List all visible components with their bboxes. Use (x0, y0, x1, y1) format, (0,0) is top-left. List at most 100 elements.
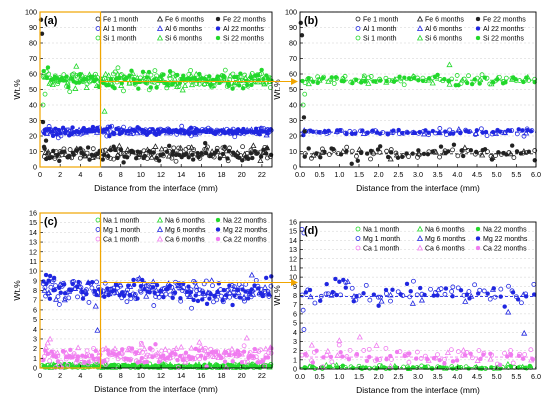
data-point (220, 151, 226, 157)
data-point (474, 128, 480, 133)
data-point (158, 145, 165, 152)
data-point (435, 352, 440, 357)
legend-label: Ca 6 months (165, 237, 205, 244)
data-point (361, 348, 367, 353)
data-point (112, 362, 117, 367)
legend-label: Mg 22 months (223, 227, 268, 234)
data-point (385, 154, 391, 160)
data-point (126, 283, 131, 288)
data-point (378, 78, 383, 83)
data-point (113, 289, 121, 295)
data-point (102, 294, 107, 299)
y-tick-label: 10 (29, 267, 37, 276)
data-point (51, 275, 57, 281)
y-tick-label: 14 (289, 236, 297, 245)
legend-item: Ca 22 months (475, 246, 527, 253)
data-point (521, 329, 528, 336)
data-point (455, 285, 461, 291)
data-point (312, 300, 318, 306)
data-point (331, 146, 336, 152)
legend-label: Na 6 months (425, 227, 465, 234)
x-axis-label: Distance from the interface (mm) (356, 385, 480, 395)
data-point (227, 352, 232, 358)
data-point (91, 346, 96, 351)
x-tick-label: 5.0 (492, 372, 502, 381)
legend-label: Si 6 months (165, 36, 202, 43)
y-tick-label: 13 (289, 245, 297, 254)
data-point (166, 71, 173, 78)
data-point (256, 286, 261, 291)
data-point (195, 150, 200, 156)
data-point (308, 341, 315, 348)
data-point (346, 357, 352, 362)
data-point (107, 124, 113, 130)
data-point (183, 350, 189, 355)
data-point (492, 294, 498, 300)
y-tick-label: 15 (289, 227, 297, 236)
x-tick-label: 6.0 (531, 170, 541, 179)
data-point (66, 295, 72, 301)
data-point (322, 129, 328, 134)
data-point (354, 153, 359, 159)
x-ticks: 0.0 0.5 1.0 1.5 2.0 2.5 3.0 3.5 4.0 4.5 5.0 5.5 6.0 (295, 164, 541, 179)
data-point (364, 358, 370, 364)
data-point (147, 290, 152, 295)
data-point (92, 288, 98, 294)
data-point (111, 288, 117, 293)
legend-marker (416, 25, 424, 31)
legend-marker (156, 235, 164, 242)
data-point (418, 356, 424, 361)
data-point (472, 77, 477, 82)
data-point (231, 284, 237, 290)
data-point (245, 82, 250, 88)
data-point (353, 131, 358, 136)
data-point (266, 350, 272, 356)
data-point (325, 291, 331, 297)
data-point (45, 148, 52, 155)
data-point (402, 75, 407, 80)
data-point (220, 363, 226, 368)
data-point (155, 127, 161, 132)
legend-label: Al 1 month (103, 26, 137, 33)
data-point (240, 144, 246, 150)
data-point (49, 129, 54, 134)
x-tick-label: 0.5 (315, 372, 325, 381)
data-point (84, 77, 89, 82)
data-point (222, 359, 228, 364)
legend: Fe 1 month Fe 6 months Fe 22 months Al 1 mo… (355, 15, 526, 43)
legend-item: Na 22 months (215, 218, 267, 225)
data-point (62, 149, 67, 154)
legend-label: Ca 6 months (425, 246, 465, 253)
x-tick-label: 2.5 (393, 170, 403, 179)
y-tick-label: 13 (29, 238, 37, 247)
y-tick-label: 10 (289, 273, 297, 282)
data-point (472, 130, 480, 136)
data-point (234, 130, 239, 136)
data-point (124, 299, 130, 305)
panel-label: (a) (44, 15, 58, 27)
y-tick-label: 30 (289, 116, 297, 125)
x-tick-label: 0.0 (295, 170, 305, 179)
data-point (466, 366, 471, 371)
data-point (156, 359, 162, 365)
data-point (137, 359, 143, 364)
data-point (508, 364, 514, 369)
data-point (54, 349, 61, 356)
data-point (189, 305, 194, 311)
data-point (358, 80, 364, 85)
data-point (188, 68, 194, 73)
data-point (428, 286, 433, 292)
data-point (177, 144, 184, 151)
data-point (83, 84, 90, 90)
data-point (43, 138, 49, 143)
data-point (102, 70, 109, 77)
x-tick-label: 16 (197, 170, 205, 179)
data-point (63, 129, 69, 134)
x-tick-label: 6 (99, 170, 103, 179)
legend-label: Na 1 month (103, 218, 139, 225)
data-point (398, 78, 404, 84)
data-point (142, 153, 148, 159)
x-tick-label: 3.5 (433, 170, 443, 179)
y-axis-label: Wt.% (272, 79, 282, 100)
data-point (523, 129, 530, 136)
